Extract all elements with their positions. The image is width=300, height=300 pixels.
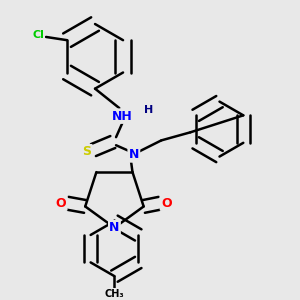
Text: H: H [144, 105, 153, 115]
Text: NH: NH [112, 110, 133, 123]
Text: O: O [56, 197, 66, 210]
Text: CH₃: CH₃ [105, 289, 124, 299]
Text: N: N [129, 148, 139, 161]
Text: O: O [161, 197, 172, 210]
Text: Cl: Cl [32, 30, 44, 40]
Text: N: N [109, 221, 120, 234]
Text: S: S [82, 145, 91, 158]
